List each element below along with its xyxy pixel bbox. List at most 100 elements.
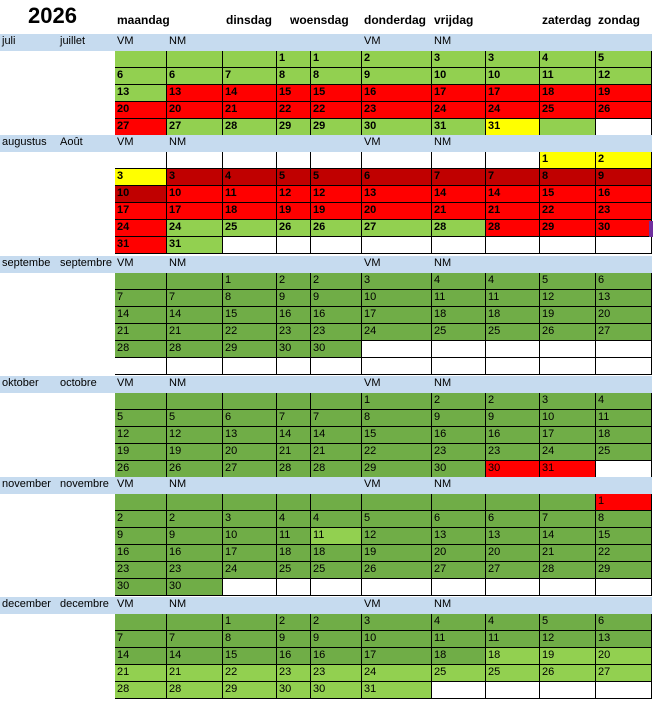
day-cell[interactable]: 28 xyxy=(223,119,277,136)
day-cell[interactable] xyxy=(115,614,167,631)
day-cell[interactable]: 2 xyxy=(486,393,540,410)
month-label-fr[interactable]: septembre xyxy=(58,256,115,273)
day-cell[interactable]: 28 xyxy=(277,461,311,478)
day-cell[interactable]: 1 xyxy=(596,494,652,511)
day-cell[interactable]: 9 xyxy=(311,631,362,648)
day-cell[interactable]: 15 xyxy=(596,528,652,545)
day-cell[interactable]: 21 xyxy=(115,665,167,682)
day-cell[interactable] xyxy=(223,51,277,68)
day-cell[interactable]: 9 xyxy=(115,528,167,545)
day-cell[interactable]: 7 xyxy=(486,169,540,186)
day-cell[interactable]: 8 xyxy=(596,511,652,528)
day-cell[interactable] xyxy=(115,273,167,290)
nm-header[interactable]: NM xyxy=(432,256,486,273)
month-label-nl[interactable]: november xyxy=(0,477,58,494)
day-cell[interactable]: 5 xyxy=(596,51,652,68)
day-cell[interactable]: 17 xyxy=(486,85,540,102)
day-cell[interactable] xyxy=(540,341,596,358)
day-cell[interactable] xyxy=(223,152,277,169)
weekday-header-sunday[interactable]: zondag xyxy=(598,13,640,27)
day-cell[interactable]: 11 xyxy=(311,528,362,545)
header-blank-cell[interactable] xyxy=(223,597,277,614)
month-label-fr[interactable]: octobre xyxy=(58,376,115,393)
day-cell[interactable]: 1 xyxy=(223,273,277,290)
day-cell[interactable]: 3 xyxy=(362,614,432,631)
day-cell[interactable]: 6 xyxy=(362,169,432,186)
day-cell[interactable]: 19 xyxy=(540,307,596,324)
day-cell[interactable]: 2 xyxy=(362,51,432,68)
day-cell[interactable] xyxy=(277,358,311,375)
day-cell[interactable]: 26 xyxy=(311,220,362,237)
day-cell[interactable] xyxy=(596,579,652,596)
nm-header[interactable]: NM xyxy=(167,477,223,494)
day-cell[interactable] xyxy=(540,119,596,136)
day-cell[interactable]: 12 xyxy=(540,290,596,307)
day-cell[interactable]: 3 xyxy=(115,169,167,186)
day-cell[interactable] xyxy=(115,393,167,410)
day-cell[interactable]: 6 xyxy=(167,68,223,85)
vm-header[interactable]: VM xyxy=(115,477,167,494)
day-cell[interactable] xyxy=(596,682,652,699)
day-cell[interactable]: 9 xyxy=(596,169,652,186)
header-blank-cell[interactable] xyxy=(540,135,596,152)
day-cell[interactable]: 20 xyxy=(596,648,652,665)
day-cell[interactable]: 14 xyxy=(277,427,311,444)
vm-header[interactable]: VM xyxy=(362,135,432,152)
day-cell[interactable] xyxy=(362,579,432,596)
header-blank-cell[interactable] xyxy=(277,376,311,393)
day-cell[interactable]: 10 xyxy=(432,68,486,85)
day-cell[interactable]: 10 xyxy=(540,410,596,427)
day-cell[interactable]: 23 xyxy=(311,324,362,341)
header-blank-cell[interactable] xyxy=(311,376,362,393)
day-cell[interactable]: 2 xyxy=(277,273,311,290)
day-cell[interactable]: 9 xyxy=(311,290,362,307)
day-cell[interactable]: 2 xyxy=(167,511,223,528)
day-cell[interactable]: 9 xyxy=(362,68,432,85)
day-cell[interactable]: 8 xyxy=(540,169,596,186)
day-cell[interactable]: 18 xyxy=(540,85,596,102)
day-cell[interactable]: 29 xyxy=(362,461,432,478)
day-cell[interactable] xyxy=(596,341,652,358)
nm-header[interactable]: NM xyxy=(432,34,486,51)
day-cell[interactable]: 16 xyxy=(277,648,311,665)
day-cell[interactable]: 24 xyxy=(432,102,486,119)
day-cell[interactable]: 9 xyxy=(167,528,223,545)
day-cell[interactable]: 28 xyxy=(540,562,596,579)
day-cell[interactable]: 30 xyxy=(486,461,540,478)
day-cell[interactable]: 16 xyxy=(167,545,223,562)
vm-header[interactable]: VM xyxy=(115,34,167,51)
day-cell[interactable]: 4 xyxy=(277,511,311,528)
day-cell[interactable]: 21 xyxy=(115,324,167,341)
day-cell[interactable] xyxy=(596,237,652,254)
day-cell[interactable]: 18 xyxy=(223,203,277,220)
vm-header[interactable]: VM xyxy=(362,597,432,614)
day-cell[interactable] xyxy=(432,494,486,511)
day-cell[interactable]: 27 xyxy=(115,119,167,136)
day-cell[interactable]: 17 xyxy=(115,203,167,220)
day-cell[interactable]: 1 xyxy=(277,51,311,68)
day-cell[interactable]: 13 xyxy=(432,528,486,545)
day-cell[interactable]: 3 xyxy=(540,393,596,410)
day-cell[interactable]: 4 xyxy=(486,273,540,290)
month-label-nl[interactable]: septembe xyxy=(0,256,58,273)
day-cell[interactable]: 13 xyxy=(115,85,167,102)
day-cell[interactable]: 7 xyxy=(167,631,223,648)
day-cell[interactable]: 19 xyxy=(277,203,311,220)
day-cell[interactable]: 29 xyxy=(311,119,362,136)
day-cell[interactable] xyxy=(115,51,167,68)
day-cell[interactable]: 12 xyxy=(277,186,311,203)
day-cell[interactable] xyxy=(277,393,311,410)
day-cell[interactable]: 10 xyxy=(486,68,540,85)
day-cell[interactable]: 22 xyxy=(362,444,432,461)
day-cell[interactable]: 29 xyxy=(223,341,277,358)
day-cell[interactable]: 29 xyxy=(277,119,311,136)
day-cell[interactable]: 26 xyxy=(362,562,432,579)
day-cell[interactable]: 4 xyxy=(540,51,596,68)
day-cell[interactable]: 31 xyxy=(115,237,167,254)
day-cell[interactable] xyxy=(540,494,596,511)
day-cell[interactable]: 14 xyxy=(115,648,167,665)
day-cell[interactable]: 12 xyxy=(311,186,362,203)
day-cell[interactable] xyxy=(486,358,540,375)
day-cell[interactable]: 19 xyxy=(540,648,596,665)
nm-header[interactable]: NM xyxy=(432,477,486,494)
